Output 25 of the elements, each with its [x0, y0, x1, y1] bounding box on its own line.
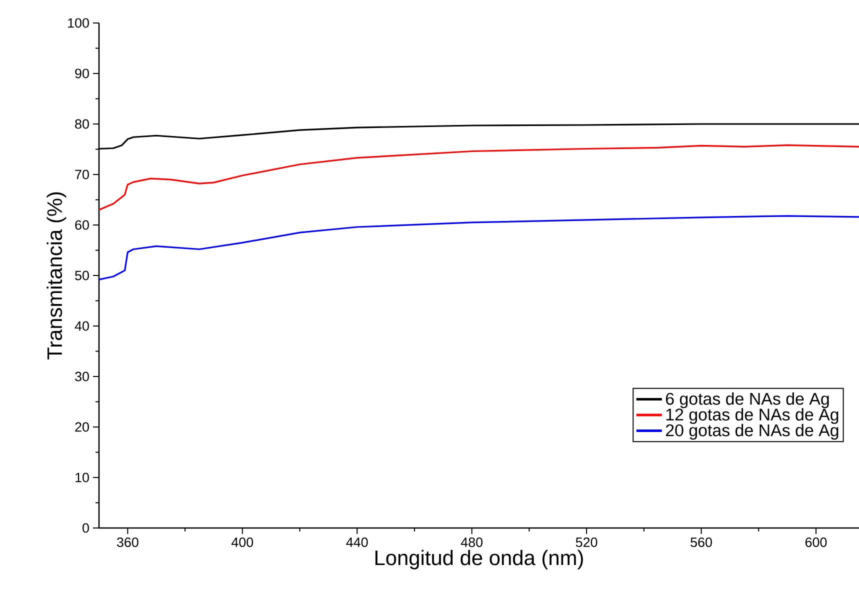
x-tick-label: 480	[460, 538, 483, 548]
x-tick-label: 440	[346, 538, 368, 548]
y-axis-title: Transmitancia (%)	[46, 192, 66, 360]
y-tick-label: 70	[75, 170, 89, 180]
y-tick-label: 60	[75, 220, 89, 230]
y-tick-label: 50	[75, 270, 89, 280]
x-tick-label: 360	[116, 538, 138, 548]
legend-label: 6 gotas de NAs de Ag	[666, 392, 829, 408]
y-tick-label: 20	[75, 422, 89, 432]
x-tick-label: 520	[576, 538, 598, 548]
y-tick-label: 10	[76, 472, 89, 482]
legend-label: 12 gotas de NAs de Ag	[666, 408, 838, 424]
y-tick-label: 100	[68, 18, 89, 28]
legend-label: 20 gotas de NAs de Ag	[666, 424, 838, 440]
y-tick-label: 30	[75, 372, 89, 382]
line-series	[99, 144, 859, 211]
y-tick-label: 90	[75, 68, 89, 78]
y-tick-label: 80	[75, 119, 89, 129]
x-tick-label: 560	[690, 538, 712, 548]
x-tick-label: 600	[805, 538, 827, 548]
y-tick-label: 0	[82, 523, 89, 533]
x-tick-label: 400	[231, 538, 254, 548]
x-axis-title: Longitud de onda (nm)	[375, 550, 583, 570]
line-series	[99, 215, 859, 280]
y-tick-label: 40	[74, 321, 89, 331]
